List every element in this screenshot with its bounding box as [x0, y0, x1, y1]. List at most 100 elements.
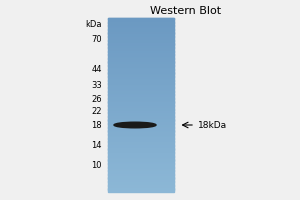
- Bar: [108, 26, 174, 27]
- Bar: [108, 182, 174, 183]
- Bar: [108, 178, 174, 179]
- Text: 10: 10: [92, 160, 102, 170]
- Ellipse shape: [114, 122, 156, 128]
- Bar: [108, 18, 174, 19]
- Bar: [108, 36, 174, 37]
- Bar: [108, 120, 174, 121]
- Bar: [108, 164, 174, 165]
- Bar: [108, 51, 174, 52]
- Bar: [108, 45, 174, 46]
- Bar: [108, 60, 174, 61]
- Bar: [108, 58, 174, 59]
- Bar: [108, 151, 174, 152]
- Bar: [108, 40, 174, 41]
- Bar: [108, 51, 174, 52]
- Bar: [108, 22, 174, 23]
- Bar: [108, 109, 174, 110]
- Bar: [108, 21, 174, 22]
- Bar: [108, 167, 174, 168]
- Bar: [108, 46, 174, 47]
- Bar: [108, 146, 174, 147]
- Bar: [108, 92, 174, 93]
- Bar: [108, 185, 174, 186]
- Bar: [108, 77, 174, 78]
- Bar: [108, 137, 174, 138]
- Bar: [108, 47, 174, 48]
- Bar: [108, 150, 174, 151]
- Bar: [108, 174, 174, 175]
- Bar: [108, 72, 174, 73]
- Bar: [108, 176, 174, 177]
- Bar: [108, 155, 174, 156]
- Bar: [108, 112, 174, 113]
- Bar: [108, 123, 174, 124]
- Bar: [108, 39, 174, 40]
- Bar: [108, 94, 174, 95]
- Bar: [108, 170, 174, 171]
- Bar: [108, 101, 174, 102]
- Bar: [108, 111, 174, 112]
- Bar: [108, 38, 174, 39]
- Bar: [108, 156, 174, 157]
- Bar: [108, 86, 174, 87]
- Bar: [108, 70, 174, 71]
- Bar: [108, 112, 174, 113]
- Bar: [108, 84, 174, 85]
- Bar: [108, 40, 174, 41]
- Bar: [108, 22, 174, 23]
- Bar: [108, 97, 174, 98]
- Bar: [108, 55, 174, 56]
- Bar: [108, 98, 174, 99]
- Bar: [108, 20, 174, 21]
- Bar: [108, 106, 174, 107]
- Bar: [108, 149, 174, 150]
- Bar: [108, 69, 174, 70]
- Bar: [108, 90, 174, 91]
- Bar: [108, 147, 174, 148]
- Bar: [108, 54, 174, 55]
- Bar: [108, 69, 174, 70]
- Bar: [108, 165, 174, 166]
- Bar: [108, 175, 174, 176]
- Bar: [108, 174, 174, 175]
- Bar: [108, 142, 174, 143]
- Bar: [108, 102, 174, 103]
- Text: 44: 44: [92, 66, 102, 74]
- Bar: [108, 91, 174, 92]
- Bar: [108, 27, 174, 28]
- Bar: [108, 26, 174, 27]
- Bar: [108, 145, 174, 146]
- Bar: [108, 76, 174, 77]
- Bar: [108, 189, 174, 190]
- Bar: [108, 108, 174, 109]
- Bar: [108, 87, 174, 88]
- Bar: [108, 124, 174, 125]
- Bar: [108, 89, 174, 90]
- Bar: [108, 133, 174, 134]
- Bar: [108, 79, 174, 80]
- Bar: [108, 178, 174, 179]
- Bar: [108, 181, 174, 182]
- Bar: [108, 144, 174, 145]
- Bar: [108, 33, 174, 34]
- Bar: [108, 75, 174, 76]
- Bar: [108, 71, 174, 72]
- Bar: [108, 23, 174, 24]
- Bar: [108, 61, 174, 62]
- Bar: [108, 64, 174, 65]
- Bar: [108, 57, 174, 58]
- Bar: [108, 152, 174, 153]
- Bar: [108, 53, 174, 54]
- Bar: [108, 32, 174, 33]
- Bar: [108, 152, 174, 153]
- Bar: [108, 56, 174, 57]
- Bar: [108, 114, 174, 115]
- Bar: [108, 189, 174, 190]
- Bar: [108, 82, 174, 83]
- Bar: [108, 100, 174, 101]
- Bar: [108, 85, 174, 86]
- Bar: [108, 110, 174, 111]
- Bar: [108, 163, 174, 164]
- Bar: [108, 96, 174, 97]
- Bar: [108, 127, 174, 128]
